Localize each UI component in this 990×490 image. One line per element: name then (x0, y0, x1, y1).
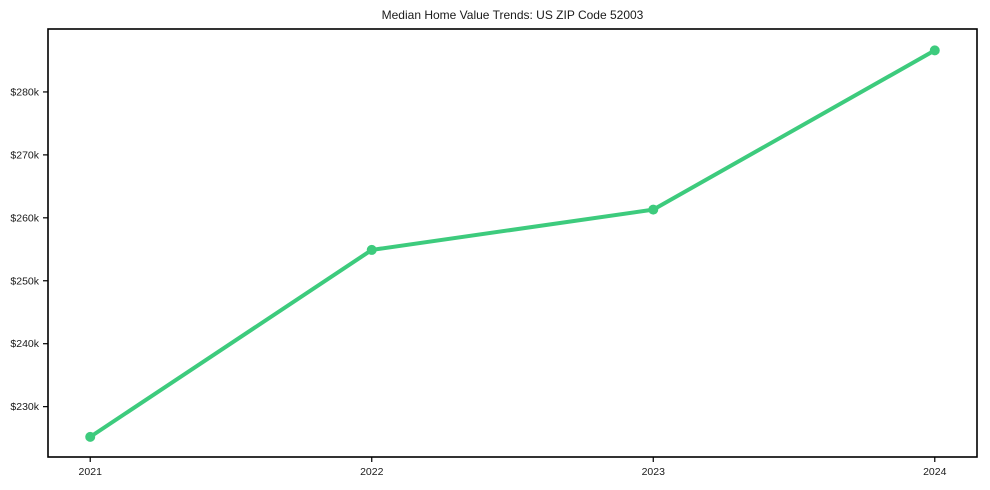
y-tick-label: $260k (10, 212, 39, 224)
y-tick-label: $240k (10, 338, 39, 350)
data-point-2024 (929, 45, 940, 56)
x-tick-label: 2021 (79, 466, 103, 478)
y-tick-label: $250k (10, 275, 39, 287)
x-tick-label: 2022 (360, 466, 384, 478)
y-tick-label: $280k (10, 86, 39, 98)
data-point-2022 (366, 244, 377, 255)
x-tick-label: 2024 (923, 466, 947, 478)
plot-frame (47, 28, 978, 458)
trend-line (88, 48, 937, 439)
data-point-2021 (85, 431, 96, 442)
chart-title: Median Home Value Trends: US ZIP Code 52… (381, 8, 644, 22)
y-tick-label: $270k (10, 149, 39, 161)
data-point-2023 (648, 204, 659, 215)
y-tick-label: $230k (10, 401, 39, 413)
x-tick-label: 2023 (642, 466, 666, 478)
